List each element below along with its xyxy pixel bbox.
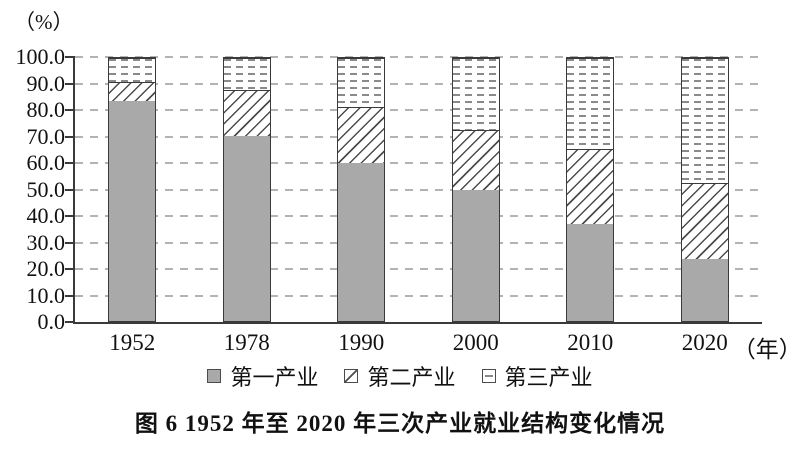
bar-segment-tertiary-industry <box>567 58 614 150</box>
gridline <box>75 56 762 58</box>
y-tick <box>65 294 75 297</box>
bar-segment-tertiary-industry <box>109 58 156 82</box>
gridline <box>75 215 762 217</box>
bar-segment-tertiary-industry <box>338 58 385 107</box>
legend-item-tertiary-industry: 第三产业 <box>481 360 593 392</box>
y-tick-label: 30.0 <box>26 229 66 255</box>
bar-segment-secondary-industry <box>452 130 499 190</box>
y-tick <box>65 162 75 164</box>
gridline <box>75 109 762 111</box>
x-tick-1978: 1978 <box>190 330 305 356</box>
x-tick-1990: 1990 <box>304 330 419 356</box>
y-tick <box>65 109 75 111</box>
y-tick <box>65 268 75 270</box>
y-tick <box>65 188 75 191</box>
plot-area: 100.0 90.0 80.0 70.0 60.0 50.0 40.0 30.0 20.0 10.… <box>16 44 800 362</box>
legend-label-tertiary-industry: 第三产业 <box>504 365 593 390</box>
y-tick <box>65 321 75 323</box>
bar-segment-secondary-industry <box>681 183 728 259</box>
bar-segment-secondary-industry <box>109 81 156 102</box>
bar-segment-primary-industry <box>452 189 499 321</box>
bar-1990 <box>337 57 386 322</box>
gridline <box>75 294 762 297</box>
y-tick <box>65 82 75 85</box>
x-tick-label: 1978 <box>223 330 270 355</box>
gridline <box>75 82 762 85</box>
bar-segment-tertiary-industry <box>223 58 270 91</box>
gridline <box>75 135 762 138</box>
gridline <box>75 241 762 244</box>
bar-segment-tertiary-industry <box>452 58 499 131</box>
x-tick-2020: 2020 （年） <box>648 330 800 362</box>
legend: 第一产业 第二产业 第三产业 <box>0 360 800 392</box>
legend-item-secondary-industry: 第二产业 <box>344 360 456 392</box>
bar-2020 <box>680 57 729 322</box>
secondary-industry-swatch-icon <box>344 369 359 383</box>
bar-segment-primary-industry <box>109 101 156 321</box>
bar-segment-primary-industry <box>223 135 270 321</box>
bar-1952 <box>108 57 157 322</box>
gridline <box>75 268 762 270</box>
gridline <box>75 162 762 164</box>
y-tick-label: 20.0 <box>26 256 66 281</box>
x-axis-unit: （年） <box>732 337 800 362</box>
primary-industry-swatch-icon <box>207 369 222 383</box>
y-tick <box>65 215 75 217</box>
bar-segment-secondary-industry <box>338 106 385 163</box>
x-axis-labels: 1952 1978 1990 2000 2010 2020 （年） <box>75 330 800 362</box>
bar-segment-secondary-industry <box>223 90 270 136</box>
bar-segment-primary-industry <box>338 162 385 321</box>
x-tick-label: 2000 <box>452 330 499 355</box>
y-tick-label: 60.0 <box>26 150 66 175</box>
bar-segment-secondary-industry <box>567 149 614 225</box>
gridline <box>75 188 762 191</box>
x-tick-label: 2010 <box>567 330 614 355</box>
y-tick <box>65 56 75 58</box>
x-tick-2010: 2010 <box>533 330 648 356</box>
x-tick-2000: 2000 <box>419 330 534 356</box>
x-tick-label: 1990 <box>338 330 385 355</box>
legend-label-secondary-industry: 第二产业 <box>367 365 456 390</box>
x-tick-1952: 1952 <box>75 330 190 356</box>
y-tick-label: 10.0 <box>26 282 66 308</box>
y-tick-label: 50.0 <box>26 176 66 202</box>
y-tick-label: 80.0 <box>26 97 66 122</box>
y-tick <box>65 135 75 138</box>
y-tick-label: 90.0 <box>26 70 66 96</box>
bars-layer <box>75 57 762 322</box>
y-tick <box>65 241 75 244</box>
tertiary-industry-swatch-icon <box>481 369 496 383</box>
x-tick-label: 1952 <box>109 330 156 355</box>
bar-2010 <box>566 57 615 322</box>
bar-2000 <box>451 57 500 322</box>
y-tick-label: 0.0 <box>37 309 66 334</box>
legend-label-primary-industry: 第一产业 <box>230 365 319 390</box>
bar-segment-primary-industry <box>567 224 614 321</box>
y-tick-label: 40.0 <box>26 203 66 228</box>
y-tick-label: 100.0 <box>15 44 66 69</box>
x-tick-label: 2020 <box>681 330 728 355</box>
figure-caption: 图 6 1952 年至 2020 年三次产业就业结构变化情况 <box>134 411 666 436</box>
y-tick-label: 70.0 <box>26 123 66 149</box>
legend-item-primary-industry: 第一产业 <box>207 360 318 392</box>
bar-segment-tertiary-industry <box>681 58 728 184</box>
bar-1978 <box>222 57 271 322</box>
y-axis-unit: （%） <box>14 10 74 34</box>
bar-segment-primary-industry <box>681 258 728 321</box>
